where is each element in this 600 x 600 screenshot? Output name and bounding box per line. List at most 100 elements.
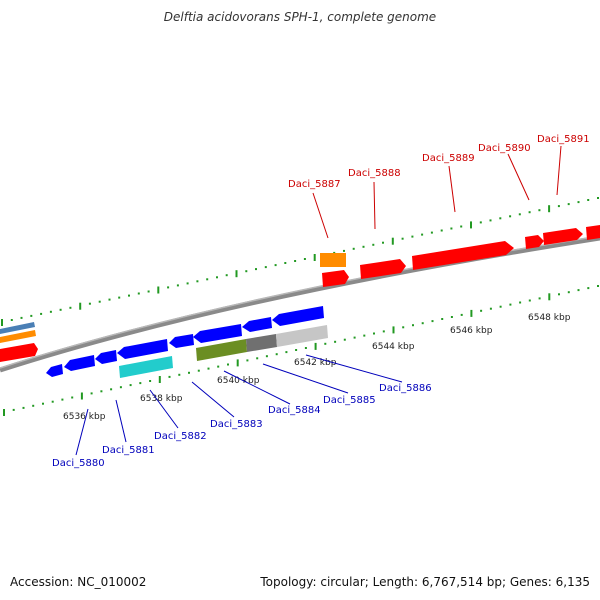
gene-daci-5886a[interactable] [242,317,272,332]
gene-daci-5882[interactable] [95,350,117,364]
outer-minor-tick [597,197,599,199]
feature-olive[interactable] [196,339,247,361]
outer-minor-tick [216,276,218,279]
partial-gene-steelblue[interactable] [0,322,35,334]
leader-line-daci-5884 [223,370,291,405]
outer-minor-tick [128,294,130,297]
gene-daci-5880[interactable] [46,364,63,377]
inner-minor-tick [558,293,560,296]
gene-daci-5886b[interactable] [272,306,324,326]
scale-label-6540: 6540 kbp [217,376,260,386]
inner-minor-tick [509,303,512,306]
label-daci-5881[interactable]: Daci_5881 [102,445,155,456]
outer-minor-tick [167,286,170,289]
forward-genes [320,225,600,287]
outer-minor-tick [108,298,111,301]
outer-minor-tick [343,249,345,252]
outer-minor-tick [274,264,277,267]
gene-daci-5881[interactable] [64,355,95,371]
outer-minor-tick [176,284,179,287]
label-daci-5882[interactable]: Daci_5882 [154,431,207,442]
scale-label-6538: 6538 kbp [140,394,183,404]
label-daci-5886[interactable]: Daci_5886 [379,383,432,394]
gene-daci-5887[interactable] [322,270,349,287]
outer-minor-tick [372,243,375,246]
inner-minor-tick [217,365,220,368]
outer-minor-tick [264,266,267,269]
leader-line-daci-5882 [149,389,179,429]
inner-minor-tick [110,388,113,391]
label-daci-5889[interactable]: Daci_5889 [422,153,475,164]
scale-label-6542: 6542 kbp [294,358,337,368]
outer-minor-tick [294,260,297,262]
outer-minor-tick [186,282,189,285]
label-daci-5883[interactable]: Daci_5883 [210,419,263,430]
inner-minor-tick [61,398,64,401]
inner-major-tick [314,342,317,350]
gene-daci-5890[interactable] [525,235,544,249]
inner-minor-tick [460,313,463,316]
scale-label-6536: 6536 kbp [63,412,106,422]
inner-minor-tick [265,355,268,358]
feature-darkgray[interactable] [246,334,277,352]
label-daci-5885[interactable]: Daci_5885 [323,395,376,406]
reverse-genes [46,306,324,377]
label-daci-5884[interactable]: Daci_5884 [268,405,321,416]
outer-minor-tick [499,217,502,220]
outer-minor-tick [440,229,443,232]
gene-daci-5884[interactable] [169,334,194,348]
label-daci-5891[interactable]: Daci_5891 [537,134,590,145]
label-daci-5880[interactable]: Daci_5880 [52,458,105,469]
outer-major-tick [391,237,394,245]
outer-tick-track [1,197,599,326]
inner-minor-tick [450,316,453,318]
outer-minor-tick [509,215,512,218]
inner-minor-tick [421,322,424,325]
outer-major-tick [548,205,551,213]
scale-label-6548: 6548 kbp [528,313,571,323]
inner-minor-tick [489,307,492,310]
inner-minor-tick [334,340,337,343]
label-daci-5890[interactable]: Daci_5890 [478,143,531,154]
inner-minor-tick [431,320,434,323]
inner-minor-tick [275,353,278,356]
inner-minor-tick [402,326,405,329]
inner-minor-tick [363,334,366,337]
outer-minor-tick [479,221,482,224]
inner-minor-tick [256,357,259,360]
gene-daci-5889[interactable] [412,241,514,270]
inner-minor-tick [178,373,181,376]
leader-line-daci-5888 [373,181,376,230]
gene-daci-5891[interactable] [543,228,583,245]
outer-minor-tick [362,245,365,248]
gene-partial-right[interactable] [586,225,600,240]
outer-minor-tick [567,203,570,206]
outer-major-tick [79,302,82,310]
inner-minor-tick [324,342,327,345]
inner-minor-tick [188,371,190,374]
inner-major-tick [548,293,551,301]
outer-minor-tick [382,241,384,244]
reverse-gene-labels: Daci_5880 Daci_5881 Daci_5882 Daci_5883 … [52,354,432,469]
inner-minor-tick [197,369,200,372]
label-daci-5887[interactable]: Daci_5887 [288,179,341,190]
gene-daci-5883[interactable] [117,339,168,359]
gene-daci-5885[interactable] [193,324,242,343]
partial-gene-red[interactable] [0,343,38,362]
partial-gene-orange[interactable] [0,330,36,343]
outer-major-tick [313,254,316,261]
outer-minor-tick [98,300,101,303]
label-daci-5888[interactable]: Daci_5888 [348,168,401,179]
scale-label-6544: 6544 kbp [372,342,415,352]
inner-minor-tick [499,305,502,308]
leader-line-daci-5887 [312,192,329,239]
outer-minor-tick [518,213,521,216]
outer-minor-tick [538,209,541,212]
inner-minor-tick [32,404,35,407]
inner-minor-tick [90,392,93,395]
gene-orange[interactable] [320,253,346,267]
feature-lightgray[interactable] [276,325,328,347]
outer-minor-tick [225,274,228,277]
gene-daci-5888[interactable] [360,259,406,279]
feature-cyan[interactable] [119,356,173,378]
